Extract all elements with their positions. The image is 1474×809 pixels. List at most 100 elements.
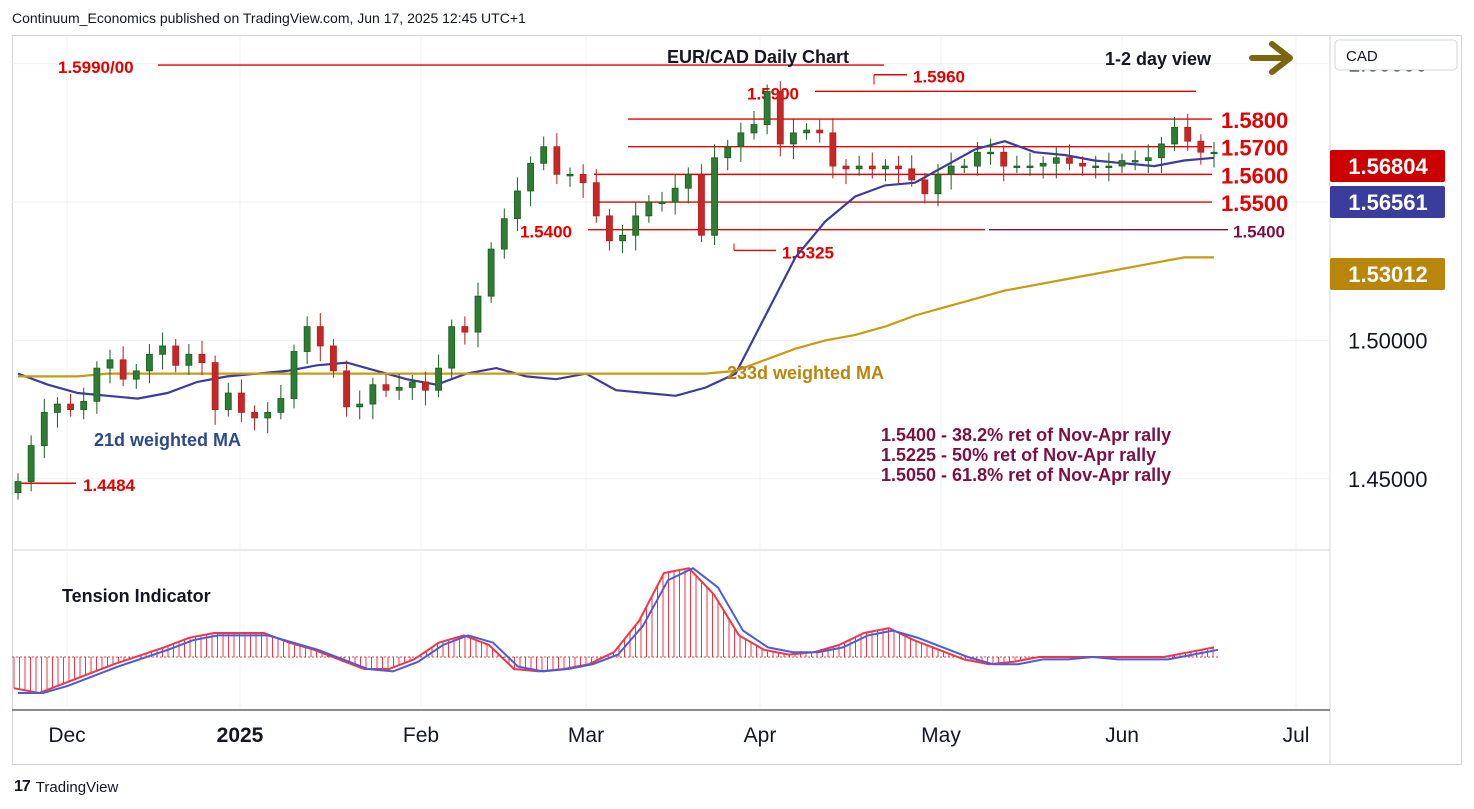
x-tick-label: Dec — [48, 724, 85, 747]
candle-body — [842, 165, 850, 170]
level-label: 1.5400 — [1233, 223, 1285, 242]
candle-body — [1105, 165, 1113, 168]
candle-body — [632, 215, 640, 236]
arrow-right-icon — [1249, 41, 1293, 75]
price-badge-label: 1.56804 — [1348, 154, 1428, 179]
candle-body — [500, 218, 508, 250]
candle-body — [251, 411, 258, 419]
candle-body — [921, 179, 929, 195]
candle-body — [960, 165, 968, 168]
candle-body — [80, 400, 88, 411]
candle-body — [1184, 126, 1192, 142]
retracement-annotation: 1.5400 - 38.2% ret of Nov-Apr rally — [881, 425, 1171, 445]
tradingview-logo-text[interactable]: TradingView — [35, 778, 119, 796]
candle-body — [422, 381, 429, 391]
candle-body — [882, 165, 889, 170]
candle-body — [658, 201, 666, 204]
price-badge-label: 1.56561 — [1348, 190, 1428, 215]
candle-body — [776, 90, 784, 145]
candle-body — [1039, 162, 1047, 167]
candle-body — [211, 362, 219, 411]
candle-body — [40, 411, 48, 447]
candle-body — [737, 132, 745, 148]
candle-body — [238, 392, 245, 413]
retracement-annotation: 1.5050 - 61.8% ret of Nov-Apr rally — [881, 465, 1171, 485]
level-label: 1.5400 — [520, 223, 572, 242]
candle-body — [816, 129, 824, 134]
candle-body — [790, 132, 797, 145]
candle-body — [487, 248, 495, 297]
candle-body — [1118, 160, 1126, 167]
candle-body — [1158, 143, 1165, 159]
candle-body — [408, 381, 416, 388]
candle-body — [527, 162, 534, 192]
tension-line-blue — [18, 567, 1219, 694]
candle-body — [146, 353, 153, 372]
x-tick-label: Jul — [1283, 724, 1310, 747]
attribution-text: Continuum_Economics published on Trading… — [12, 10, 526, 26]
candle-body — [1052, 157, 1060, 164]
candle-body — [553, 146, 561, 175]
tension-line-red — [13, 567, 1215, 695]
candle-body — [369, 384, 377, 405]
candle-body — [1144, 157, 1152, 161]
candle-body — [803, 129, 810, 134]
currency-label: CAD — [1346, 48, 1378, 65]
candle-body — [987, 151, 994, 155]
x-tick-label: Mar — [568, 724, 604, 747]
candle-body — [185, 353, 193, 366]
level-label: 1.5800 — [1221, 108, 1288, 133]
candle-body — [763, 90, 771, 125]
candle-body — [724, 146, 732, 159]
candle-body — [27, 445, 35, 482]
candle-body — [829, 132, 837, 167]
candle-body — [1131, 160, 1139, 163]
candle-body — [750, 124, 758, 134]
candle-body — [684, 173, 692, 189]
candle-body — [514, 190, 521, 220]
level-label: 1.4484 — [83, 476, 136, 495]
price-badge-label: 1.53012 — [1348, 262, 1428, 287]
chart-frame — [12, 35, 1462, 765]
candle-body — [934, 173, 942, 195]
chart-title: EUR/CAD Daily Chart — [667, 47, 849, 67]
tradingview-logo-icon: 17 — [14, 778, 31, 795]
retracement-annotation: 1.5225 - 50% ret of Nov-Apr rally — [881, 445, 1156, 465]
level-label: 1.5990/00 — [58, 58, 134, 77]
candle-body — [435, 367, 442, 391]
x-tick-label: May — [921, 724, 961, 747]
candle-body — [1092, 165, 1100, 168]
candle-body — [474, 295, 482, 333]
candle-body — [461, 326, 469, 333]
candle-body — [947, 165, 955, 175]
candle-body — [277, 398, 285, 413]
candle-body — [566, 173, 574, 177]
candle-body — [1079, 162, 1086, 167]
candle-body — [579, 173, 587, 184]
candle-body — [1013, 165, 1021, 168]
currency-badge — [1334, 39, 1458, 71]
candle-body — [645, 201, 653, 217]
candle-body — [1210, 151, 1218, 155]
candle-body — [592, 182, 600, 217]
candle-body — [1066, 157, 1073, 164]
candle-body — [540, 146, 548, 164]
x-tick-label: 2025 — [217, 724, 264, 747]
y-tick-label: 1.50000 — [1348, 328, 1428, 353]
ma233-line — [18, 256, 1214, 378]
level-label: 1.5700 — [1221, 136, 1288, 161]
price-badge — [1330, 258, 1445, 290]
candle-body — [119, 359, 127, 380]
candle-body — [264, 411, 272, 419]
candle-body — [382, 384, 390, 391]
y-tick-label: 1.45000 — [1348, 467, 1428, 492]
candle-body — [1197, 140, 1205, 153]
candle-body — [698, 173, 705, 236]
candle-body — [868, 165, 876, 170]
candle-body — [54, 403, 61, 413]
candle-body — [974, 151, 981, 167]
ma21-label: 21d weighted MA — [94, 430, 241, 450]
level-label: 1.5900 — [747, 84, 799, 103]
footer: 17 TradingView — [14, 778, 118, 796]
